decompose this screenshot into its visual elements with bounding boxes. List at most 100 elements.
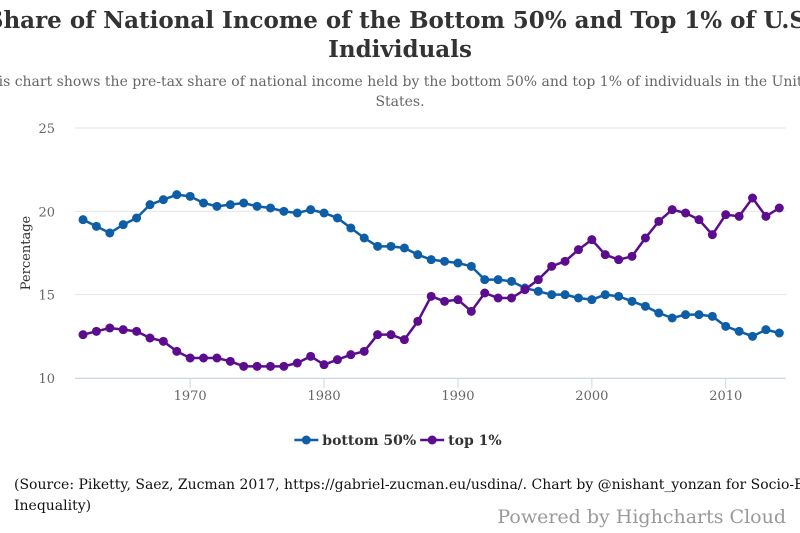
data-point <box>721 321 731 331</box>
data-point <box>640 301 650 311</box>
data-point <box>627 296 637 306</box>
data-point <box>172 190 182 200</box>
data-point <box>681 208 691 218</box>
data-point <box>386 241 396 251</box>
data-point <box>600 250 610 260</box>
data-point <box>105 323 115 333</box>
x-tick-label: 1990 <box>441 389 474 404</box>
data-point <box>332 213 342 223</box>
data-point <box>748 331 758 341</box>
data-point <box>761 211 771 221</box>
data-point <box>681 310 691 320</box>
data-point <box>547 261 557 271</box>
data-point <box>440 296 450 306</box>
data-point <box>225 200 235 210</box>
data-point <box>547 290 557 300</box>
data-point <box>640 233 650 243</box>
data-point <box>199 198 209 208</box>
data-point <box>118 220 128 230</box>
data-point <box>748 193 758 203</box>
legend-item: top 1% <box>420 433 502 449</box>
data-point <box>694 310 704 320</box>
data-point <box>734 211 744 221</box>
series-line <box>82 195 780 368</box>
data-point <box>774 203 784 213</box>
data-point <box>292 208 302 218</box>
data-point <box>667 205 677 215</box>
data-point <box>533 275 543 285</box>
data-point <box>292 358 302 368</box>
data-point <box>145 333 155 343</box>
data-point <box>239 198 249 208</box>
data-point <box>332 355 342 365</box>
data-point <box>346 223 356 233</box>
data-point <box>761 325 771 335</box>
legend-symbol <box>427 435 437 445</box>
y-tick-label: 15 <box>38 289 55 304</box>
data-point <box>573 293 583 303</box>
data-point <box>399 335 409 345</box>
data-point <box>426 291 436 301</box>
data-point <box>386 330 396 340</box>
data-point <box>627 251 637 261</box>
data-point <box>614 291 624 301</box>
data-point <box>212 201 222 211</box>
data-point <box>319 360 329 370</box>
y-axis-label: Percentage <box>19 215 34 290</box>
data-point <box>466 306 476 316</box>
data-point <box>145 200 155 210</box>
data-point <box>252 361 262 371</box>
data-point <box>132 213 142 223</box>
data-point <box>279 206 289 216</box>
data-point <box>306 351 316 361</box>
data-point <box>600 290 610 300</box>
data-point <box>453 258 463 268</box>
legend-label: top 1% <box>448 433 502 449</box>
x-tick-label: 1980 <box>308 389 341 404</box>
data-point <box>413 250 423 260</box>
data-point <box>707 311 717 321</box>
data-point <box>239 361 249 371</box>
data-point <box>480 288 490 298</box>
data-point <box>132 326 142 336</box>
data-point <box>91 326 101 336</box>
legend-item: bottom 50% <box>294 433 416 449</box>
data-point <box>440 256 450 266</box>
data-point <box>721 210 731 220</box>
data-point <box>493 275 503 285</box>
chart-source: (Source: Piketty, Saez, Zucman 2017, htt… <box>14 477 800 514</box>
legend-symbol <box>301 435 311 445</box>
data-point <box>587 235 597 245</box>
credits: Powered by Highcharts Cloud <box>497 506 786 528</box>
data-point <box>158 195 168 205</box>
data-point <box>265 361 275 371</box>
data-point <box>212 353 222 363</box>
data-point <box>185 191 195 201</box>
chart-title: Share of National Income of the Bottom 5… <box>0 7 800 63</box>
data-point <box>520 285 530 295</box>
data-point <box>466 261 476 271</box>
data-point <box>252 201 262 211</box>
data-point <box>413 316 423 326</box>
data-point <box>105 228 115 238</box>
x-tick-label: 1970 <box>174 389 207 404</box>
data-point <box>158 336 168 346</box>
data-point <box>426 255 436 265</box>
data-point <box>185 353 195 363</box>
data-point <box>480 275 490 285</box>
data-point <box>507 276 517 286</box>
data-point <box>667 313 677 323</box>
data-point <box>225 356 235 366</box>
data-point <box>118 325 128 335</box>
data-point <box>654 308 664 318</box>
data-point <box>319 208 329 218</box>
data-point <box>493 293 503 303</box>
data-point <box>359 233 369 243</box>
data-point <box>199 353 209 363</box>
data-point <box>78 330 88 340</box>
data-point <box>373 241 383 251</box>
data-point <box>373 330 383 340</box>
data-point <box>533 286 543 296</box>
